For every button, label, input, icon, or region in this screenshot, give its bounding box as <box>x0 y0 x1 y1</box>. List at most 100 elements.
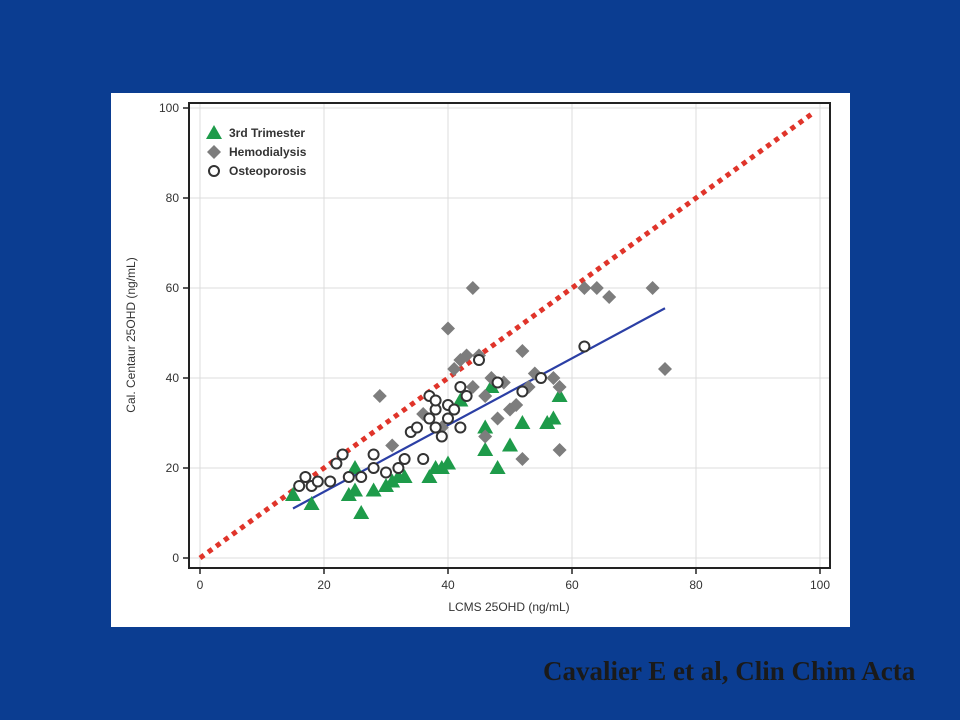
osteoporosis-point <box>448 403 461 416</box>
trimester-point <box>285 487 301 501</box>
trimester-point <box>421 469 438 483</box>
hemodialysis-point <box>441 321 455 336</box>
trimester-point <box>514 415 531 429</box>
hemodialysis-point <box>465 281 480 295</box>
trimester-point <box>502 437 518 452</box>
hemodialysis-point <box>552 443 567 457</box>
hemodialysis-point <box>577 281 592 295</box>
osteoporosis-point <box>324 475 337 488</box>
trimester-point <box>365 482 382 497</box>
hemodialysis-point <box>521 380 536 394</box>
hemodialysis-point <box>478 389 493 403</box>
osteoporosis-point <box>454 421 467 434</box>
legend-label: Osteoporosis <box>229 164 307 178</box>
osteoporosis-point <box>392 462 405 474</box>
hemodialysis-point <box>465 380 480 394</box>
legend-label: Hemodialysis <box>229 145 307 159</box>
legend: 3rd Trimester Hemodialysis Osteoporosis <box>206 125 307 178</box>
y-tick-label: 20 <box>166 461 180 475</box>
plot-frame <box>188 102 831 569</box>
y-tick-label: 80 <box>166 191 180 205</box>
osteoporosis-point <box>398 453 411 465</box>
hemodialysis-point <box>546 371 561 385</box>
osteoporosis-point <box>367 462 380 474</box>
osteoporosis-point <box>342 471 355 483</box>
hemodialysis-point <box>515 344 530 358</box>
trimester-point <box>477 419 494 434</box>
osteoporosis-point <box>435 430 448 443</box>
osteoporosis-point <box>460 390 473 402</box>
hemodialysis-point <box>372 389 387 403</box>
legend-circle-icon <box>208 165 220 177</box>
legend-triangle-icon <box>206 125 222 139</box>
trimester-point <box>347 482 363 497</box>
trimester-point <box>353 505 370 519</box>
figure-panel: 0 20 40 60 80 100 0 20 40 60 80 100 3rd Trimester He… <box>111 93 850 627</box>
x-tick-label: 20 <box>317 578 331 592</box>
data-points <box>285 281 672 519</box>
trimester-point <box>545 410 562 425</box>
osteoporosis-point <box>454 381 467 393</box>
osteoporosis-point <box>491 376 504 389</box>
osteoporosis-point <box>429 394 442 407</box>
hemodialysis-point <box>589 281 604 295</box>
y-tick-label: 60 <box>166 281 180 295</box>
hemodialysis-point <box>478 429 493 444</box>
osteoporosis-point <box>336 448 349 461</box>
hemodialysis-point <box>645 281 660 295</box>
osteoporosis-point <box>473 354 485 366</box>
y-tick-label: 40 <box>166 371 180 385</box>
osteoporosis-point <box>417 453 430 465</box>
hemodialysis-point <box>509 398 524 412</box>
hemodialysis-point <box>385 438 400 453</box>
legend-diamond-icon <box>207 145 221 159</box>
scatter-chart: 0 20 40 60 80 100 0 20 40 60 80 100 3rd Trimester He… <box>124 101 831 614</box>
trimester-point <box>396 469 413 483</box>
hemodialysis-point <box>459 348 474 363</box>
y-axis-label: Cal. Centaur 25OHD (ng/mL) <box>124 257 138 412</box>
trimester-point <box>440 455 456 470</box>
x-tick-label: 0 <box>197 578 204 592</box>
osteoporosis-point <box>423 412 436 425</box>
x-tick-label: 80 <box>689 578 703 592</box>
trimester-point <box>477 442 494 456</box>
reference-lines <box>198 110 816 561</box>
axis-ticks: 0 20 40 60 80 100 0 20 40 60 80 100 <box>159 101 830 592</box>
osteoporosis-point <box>578 340 591 353</box>
osteoporosis-point <box>311 475 324 488</box>
osteoporosis-point <box>429 421 442 434</box>
legend-label: 3rd Trimester <box>229 126 305 140</box>
hemodialysis-point <box>447 362 462 376</box>
trimester-point <box>551 388 568 402</box>
hemodialysis-point <box>490 411 505 426</box>
trimester-point <box>452 392 469 407</box>
osteoporosis-point <box>442 412 454 425</box>
y-tick-label: 100 <box>159 101 179 115</box>
osteoporosis-point <box>299 471 312 483</box>
x-tick-label: 60 <box>565 578 579 592</box>
trimester-point <box>483 379 500 393</box>
hemodialysis-point <box>515 452 530 466</box>
osteoporosis-point <box>293 480 306 492</box>
trimester-point <box>489 460 506 474</box>
trimester-point <box>303 496 320 510</box>
y-tick-label: 0 <box>172 551 179 565</box>
citation-text: Cavalier E et al, Clin Chim Acta <box>543 656 916 686</box>
osteoporosis-point <box>355 471 368 483</box>
trimester-point <box>347 460 363 474</box>
grid <box>189 103 830 568</box>
hemodialysis-point <box>602 290 617 304</box>
hemodialysis-point <box>658 362 672 376</box>
x-tick-label: 100 <box>810 578 830 592</box>
osteoporosis-point <box>411 421 423 434</box>
osteoporosis-point <box>330 457 343 470</box>
regression-line <box>292 307 666 510</box>
identity-line <box>198 110 816 561</box>
hemodialysis-point <box>552 380 567 394</box>
osteoporosis-point <box>367 448 380 461</box>
osteoporosis-point <box>380 466 392 479</box>
x-tick-label: 40 <box>441 578 455 592</box>
osteoporosis-point <box>535 372 547 384</box>
osteoporosis-point <box>516 385 529 398</box>
x-axis-label: LCMS 25OHD (ng/mL) <box>448 600 569 614</box>
